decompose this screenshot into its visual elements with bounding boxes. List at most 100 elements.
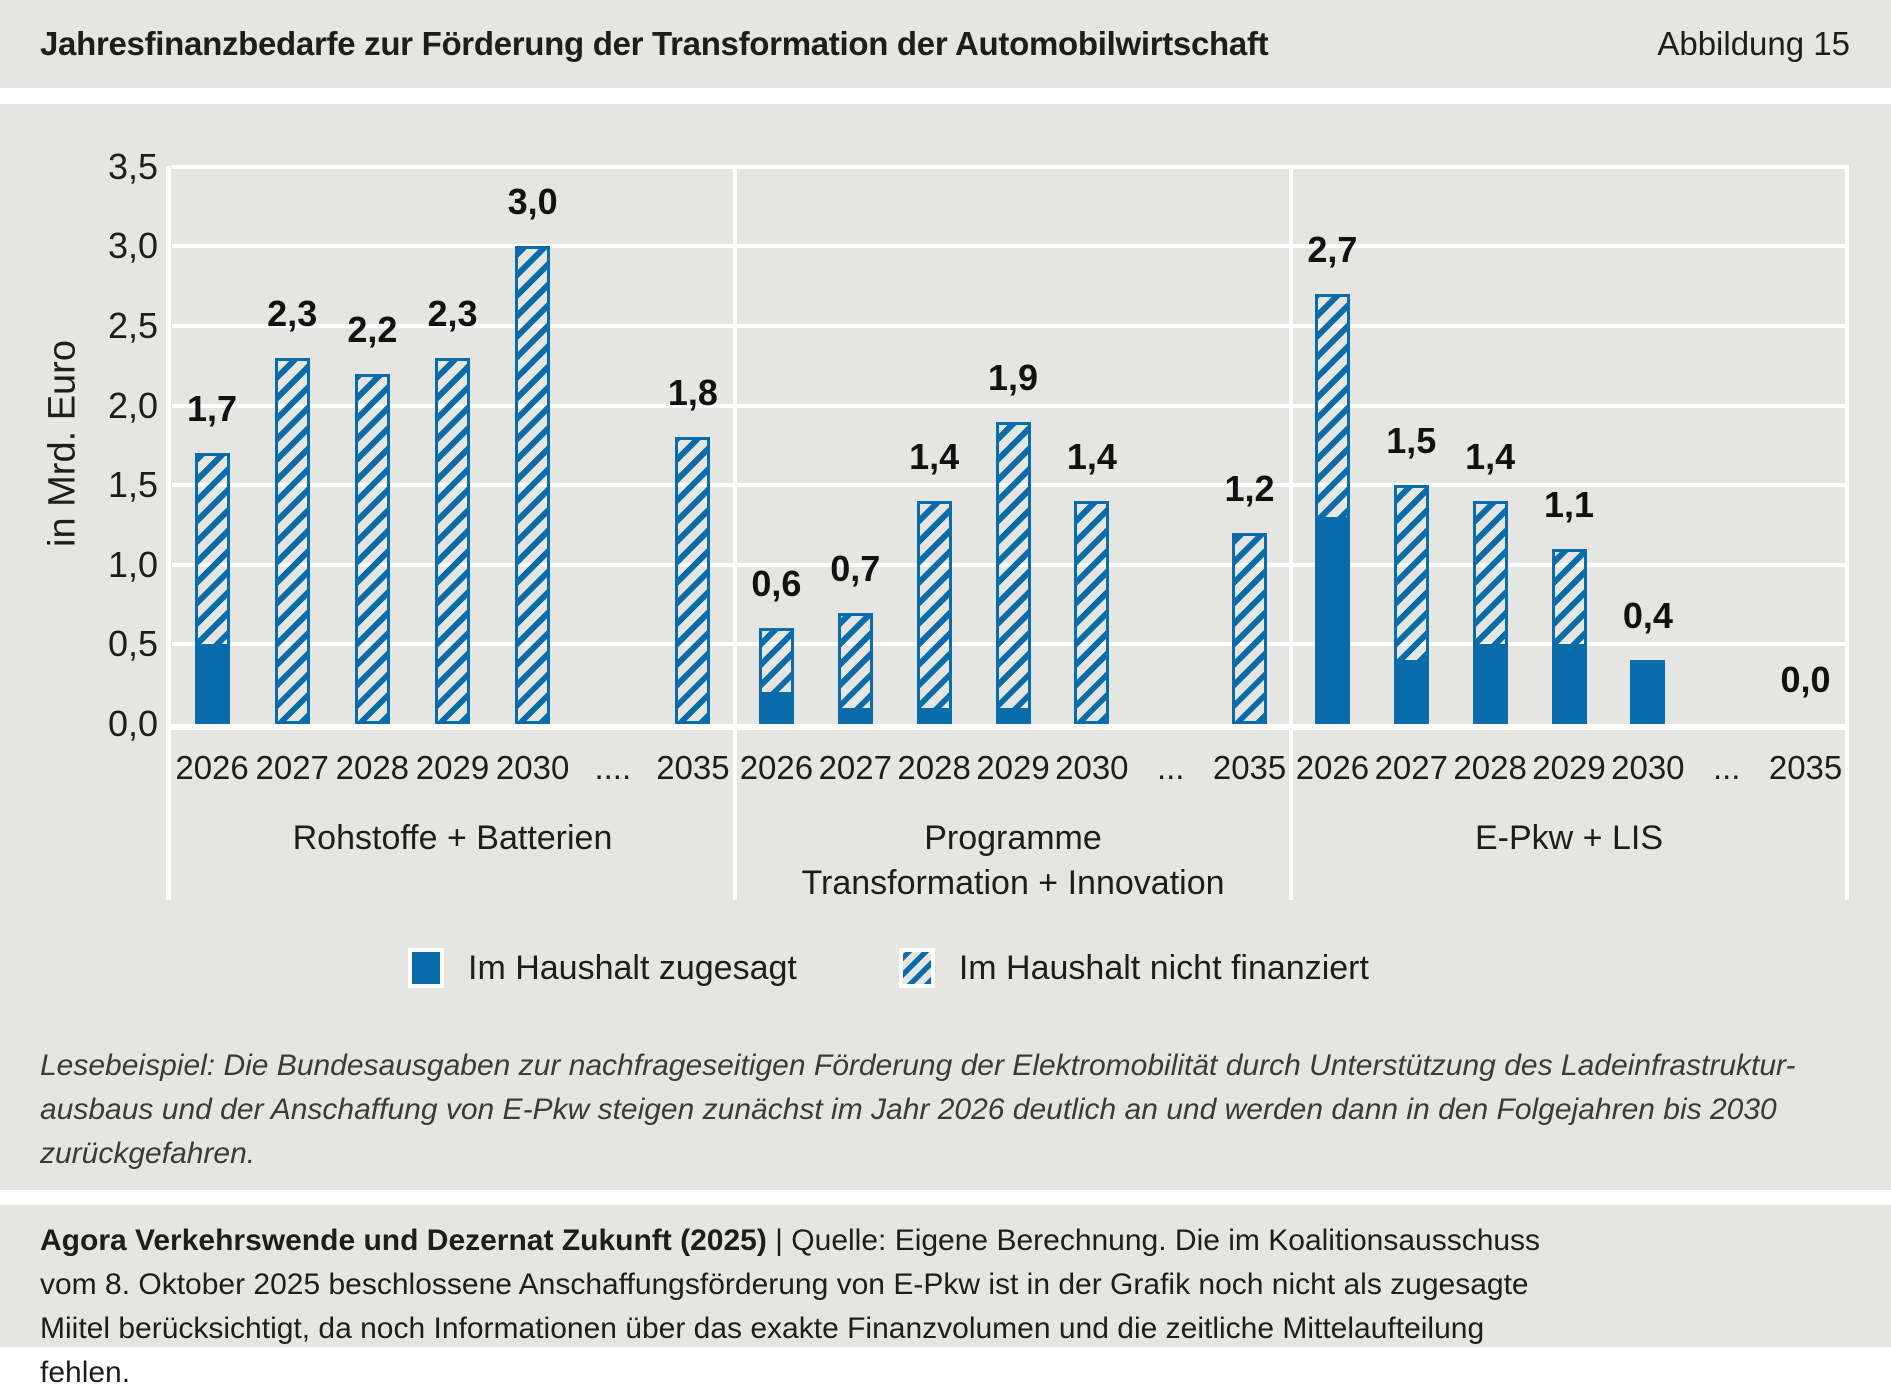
- source-text: Agora Verkehrswende und Dezernat Zukunft…: [40, 1219, 1550, 1395]
- group-separator: [1289, 166, 1293, 900]
- legend-label: Im Haushalt zugesagt: [468, 948, 797, 987]
- reading-example: Lesebeispiel: Die Bundesausgaben zur nac…: [40, 1044, 1795, 1176]
- chart-legend: Im Haushalt zugesagt Im Haushalt nicht f…: [408, 948, 1369, 988]
- y-tick-label: 1,5: [107, 464, 158, 506]
- stacked-bar: [837, 612, 873, 724]
- y-tick-label: 1,0: [107, 543, 158, 585]
- bar-value-label: 1,9: [987, 356, 1039, 398]
- reading-example-line: Lesebeispiel: Die Bundesausgaben zur nac…: [40, 1049, 1796, 1082]
- legend-item-zugesagt: Im Haushalt zugesagt: [408, 948, 797, 988]
- gridline: [172, 324, 1849, 328]
- solid-swatch-icon: [408, 948, 444, 988]
- reading-example-line: ausbaus und der Anschaffung von E-Pkw st…: [40, 1093, 1777, 1126]
- x-axis-year-label: 2029: [1532, 749, 1606, 786]
- y-axis-line: [166, 166, 171, 900]
- stacked-bar: [354, 373, 390, 724]
- x-axis-year-label: 2035: [1212, 749, 1287, 786]
- x-axis-line: [166, 724, 1849, 730]
- x-axis-year-label: 2029: [976, 749, 1050, 786]
- group-label-line: E-Pkw + LIS: [1474, 819, 1663, 857]
- x-axis-year-label: 2030: [495, 749, 570, 786]
- bar-committed-segment: [1475, 644, 1505, 721]
- legend-item-nicht-finanziert: Im Haushalt nicht finanziert: [898, 948, 1369, 988]
- stacked-bar: [1630, 660, 1666, 724]
- x-axis-year-label: 2029: [415, 749, 490, 786]
- group-separator: [733, 166, 737, 900]
- x-axis-year-label: ...: [1712, 749, 1741, 786]
- page-title: Jahresfinanzbedarfe zur Förderung der Tr…: [40, 25, 1269, 62]
- x-axis-year-label: ....: [594, 749, 632, 786]
- bar-committed-segment: [1317, 517, 1347, 721]
- x-axis-year-label: 2026: [1295, 749, 1370, 786]
- x-axis-year-label: 2028: [897, 749, 971, 786]
- y-tick-label: 2,5: [107, 305, 158, 346]
- bar-committed-segment: [1633, 660, 1663, 721]
- bar-committed-segment: [1396, 660, 1426, 721]
- bar-committed-segment: [761, 692, 791, 721]
- stacked-bar: [916, 501, 952, 724]
- bar-value-label: 1,5: [1386, 420, 1437, 462]
- bar-value-label: 1,4: [1465, 436, 1516, 478]
- bar-value-label: 1,4: [1066, 436, 1117, 478]
- bar-value-label: 1,7: [187, 388, 238, 430]
- bar-committed-segment: [1554, 644, 1584, 721]
- x-axis-year-label: 2028: [335, 749, 410, 786]
- bar-value-label: 0,4: [1622, 595, 1673, 637]
- stacked-bar: [1472, 501, 1508, 724]
- bar-value-label: 0,0: [1780, 659, 1831, 700]
- bar-committed-segment: [197, 644, 227, 721]
- x-axis-year-label: 2028: [1453, 749, 1527, 786]
- bar-value-label: 2,7: [1307, 229, 1358, 271]
- bar-value-label: 2,3: [427, 292, 478, 334]
- legend-label: Im Haushalt nicht finanziert: [958, 948, 1369, 987]
- source-footer: Agora Verkehrswende und Dezernat Zukunft…: [0, 1205, 1891, 1389]
- stacked-bar: [995, 421, 1031, 724]
- chart-band: 3,5 3,0 2,5 2,0 1,5 1,0 0,5 0,0 in Mrd. Euro 1,7 2…: [0, 104, 1891, 1190]
- bar-value-label: 1,2: [1224, 467, 1275, 509]
- group-label-line: Transformation + Innovation: [801, 864, 1225, 902]
- bar-value-label: 0,6: [751, 563, 802, 605]
- stacked-bar: [1551, 548, 1587, 724]
- x-axis-year-label: ...: [1156, 749, 1185, 786]
- group-label: E-Pkw + LIS: [1293, 816, 1845, 861]
- stacked-bar: [274, 357, 310, 724]
- stacked-bar: [1232, 532, 1268, 724]
- bar-value-label: 1,8: [667, 372, 718, 414]
- stacked-bar: [758, 628, 794, 724]
- y-tick-label: 0,5: [107, 623, 158, 665]
- stacked-bar: [515, 246, 551, 724]
- group-label: Programme Transformation + Innovation: [737, 816, 1289, 906]
- stacked-bar: [435, 357, 470, 724]
- y-tick-label: 3,5: [107, 145, 158, 187]
- source-authors: Agora Verkehrswende und Dezernat Zukunft…: [40, 1224, 767, 1257]
- x-axis-year-label: 2027: [818, 749, 892, 786]
- x-axis-year-label: 2030: [1055, 749, 1129, 786]
- hatched-swatch-icon: [898, 948, 935, 988]
- stacked-bar: [1074, 501, 1110, 724]
- x-axis-year-label: 2035: [1768, 749, 1843, 786]
- bar-committed-segment: [840, 708, 870, 721]
- y-tick-label: 3,0: [107, 225, 158, 267]
- figure-header: Jahresfinanzbedarfe zur Förderung der Tr…: [0, 0, 1891, 88]
- x-axis-year-label: 2026: [739, 749, 814, 786]
- y-axis-title: in Mrd. Euro: [41, 340, 84, 547]
- bar-value-label: 2,3: [267, 292, 318, 334]
- y-tick-label: 0,0: [107, 703, 158, 744]
- stacked-bar: [675, 437, 711, 724]
- group-label: Rohstoffe + Batterien: [172, 816, 733, 861]
- group-label-line: Rohstoffe + Batterien: [292, 819, 613, 857]
- group-label-line: Programme: [924, 819, 1102, 857]
- figure-number: Abbildung 15: [1657, 25, 1850, 62]
- stacked-bar: [1393, 485, 1429, 724]
- source-note: | Quelle: Eigene Berechnung. Die im Koal…: [40, 1224, 1541, 1389]
- reading-example-line: zurückgefahren.: [40, 1137, 256, 1170]
- bar-committed-segment: [998, 708, 1028, 721]
- bar-committed-segment: [919, 708, 949, 721]
- x-axis-year-label: 2027: [255, 749, 329, 786]
- stacked-bar: [194, 453, 230, 724]
- bar-value-label: 0,7: [830, 547, 881, 589]
- x-axis-year-label: 2030: [1611, 749, 1685, 786]
- gridline: [172, 164, 1849, 169]
- gridline: [172, 244, 1849, 249]
- x-axis-year-label: 2026: [175, 749, 249, 786]
